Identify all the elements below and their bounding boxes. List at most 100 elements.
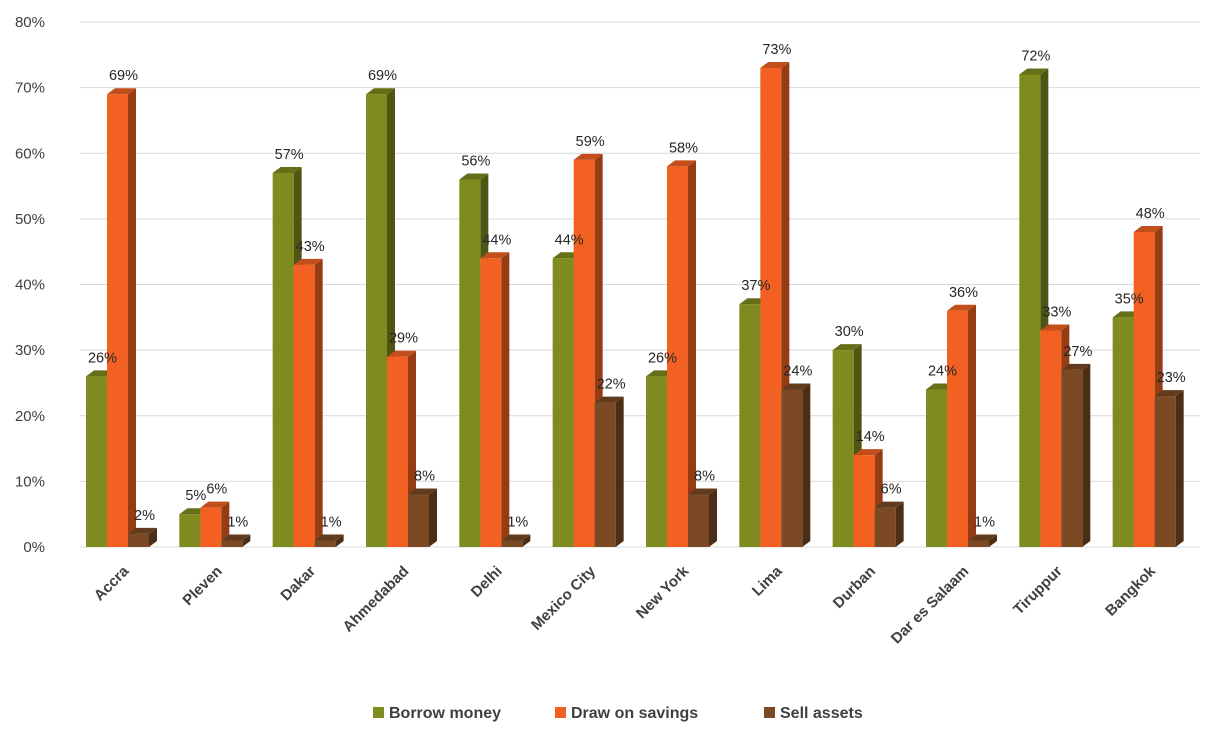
bar-top <box>272 166 302 173</box>
bar-top <box>221 534 251 541</box>
data-label-draw-on-savings-tiruppur: 33% <box>1042 304 1071 320</box>
y-tick-label: 10% <box>15 473 45 490</box>
bar-front <box>874 507 896 547</box>
bar-front <box>366 94 387 547</box>
bar-front <box>646 376 667 547</box>
bar-front <box>1061 369 1083 547</box>
data-label-draw-on-savings-delhi: 44% <box>482 232 511 248</box>
bar-sell-assets-lima <box>781 383 811 547</box>
data-label-sell-assets-pleven: 1% <box>227 514 248 530</box>
bar-front <box>739 304 761 547</box>
bar-draw-on-savings-pleven <box>200 501 230 547</box>
data-label-sell-assets-durban: 6% <box>881 482 902 498</box>
bar-side <box>429 488 437 547</box>
bar-front <box>781 389 803 547</box>
data-label-borrow-money-dar-es-salaam: 24% <box>928 364 957 380</box>
x-tick-label-dakar: Dakar <box>277 563 319 605</box>
data-label-borrow-money-durban: 30% <box>835 324 864 340</box>
y-tick-label: 60% <box>15 145 45 162</box>
legend-item-draw-on-savings: Draw on savings <box>555 705 698 722</box>
bar-side <box>989 534 997 547</box>
data-label-sell-assets-bangkok: 23% <box>1157 370 1186 386</box>
bar-side <box>1082 363 1091 547</box>
bar-front <box>179 514 201 547</box>
data-label-sell-assets-lima: 24% <box>783 364 812 380</box>
bar-front <box>221 540 243 547</box>
y-tick-label: 40% <box>15 277 45 294</box>
bar-front <box>667 166 688 547</box>
bar-front <box>408 494 429 547</box>
data-label-sell-assets-tiruppur: 27% <box>1063 344 1092 360</box>
legend-swatch <box>764 707 775 718</box>
bar-front <box>853 455 875 547</box>
legend-item-borrow-money: Borrow money <box>373 705 501 722</box>
bar-sell-assets-delhi <box>501 534 531 547</box>
legend-swatch <box>555 707 566 718</box>
gridlines <box>80 21 1200 548</box>
data-label-borrow-money-tiruppur: 72% <box>1021 49 1050 65</box>
bar-front <box>459 179 481 547</box>
bar-top <box>1040 324 1070 331</box>
data-label-borrow-money-new-york: 26% <box>648 350 677 366</box>
bar-sell-assets-ahmedabad <box>408 488 437 547</box>
bar-side <box>802 383 811 547</box>
bar-front <box>501 540 523 547</box>
x-tick-label-mexico-city: Mexico City <box>528 562 599 633</box>
x-tick-label-pleven: Pleven <box>179 563 225 609</box>
bar-side <box>314 258 323 547</box>
bar-top <box>1154 390 1184 397</box>
bar-front <box>272 172 294 547</box>
data-label-draw-on-savings-accra: 69% <box>109 68 138 84</box>
bar-front <box>594 402 616 547</box>
bar-sell-assets-pleven <box>221 534 251 547</box>
data-label-sell-assets-mexico-city: 22% <box>597 377 626 393</box>
data-label-borrow-money-accra: 26% <box>88 350 117 366</box>
bar-top <box>947 304 976 311</box>
bar-top <box>480 252 510 259</box>
bar-top <box>573 153 603 160</box>
x-axis-ticks: Accra Pleven Dakar Ahmedabad Delhi Mexico Cit… <box>91 562 1160 647</box>
bar-side <box>688 160 696 547</box>
bar-side <box>709 488 717 547</box>
data-label-sell-assets-dakar: 1% <box>321 514 342 530</box>
bar-front <box>86 376 107 547</box>
bar-top <box>688 488 717 495</box>
bar-front <box>1040 330 1062 547</box>
bar-front <box>387 356 408 547</box>
y-tick-label: 80% <box>15 14 45 31</box>
y-tick-label: 0% <box>23 539 45 556</box>
bar-top <box>1019 68 1049 75</box>
bar-sell-assets-accra <box>128 527 157 547</box>
bar-side <box>149 527 157 547</box>
bar-top <box>760 61 790 68</box>
bar-top <box>200 501 230 508</box>
x-tick-label-accra: Accra <box>91 562 133 604</box>
legend-label: Borrow money <box>389 705 501 722</box>
y-tick-label: 30% <box>15 342 45 359</box>
bar-side <box>335 534 344 547</box>
bar-front <box>552 258 574 547</box>
data-label-borrow-money-dakar: 57% <box>275 147 304 163</box>
bar-sell-assets-tiruppur <box>1061 363 1091 547</box>
x-tick-label-durban: Durban <box>830 563 879 612</box>
data-label-borrow-money-ahmedabad: 69% <box>368 68 397 84</box>
data-label-sell-assets-delhi: 1% <box>507 514 528 530</box>
data-label-draw-on-savings-new-york: 58% <box>669 140 698 156</box>
data-label-draw-on-savings-bangkok: 48% <box>1136 206 1165 222</box>
bar-front <box>573 159 595 547</box>
bar-front <box>760 67 782 547</box>
legend-label: Sell assets <box>780 705 863 722</box>
bar-front <box>968 540 989 547</box>
bar-draw-on-savings-dar-es-salaam <box>947 304 976 547</box>
bar-top <box>667 160 696 167</box>
data-label-draw-on-savings-dar-es-salaam: 36% <box>949 285 978 301</box>
data-label-borrow-money-pleven: 5% <box>185 488 206 504</box>
data-label-borrow-money-delhi: 56% <box>461 154 490 170</box>
data-label-sell-assets-dar-es-salaam: 1% <box>974 514 995 530</box>
x-tick-label-lima: Lima <box>749 562 786 599</box>
bar-side <box>501 252 510 547</box>
legend: Borrow money Draw on savings Sell assets <box>373 705 863 722</box>
legend-label: Draw on savings <box>571 705 698 722</box>
